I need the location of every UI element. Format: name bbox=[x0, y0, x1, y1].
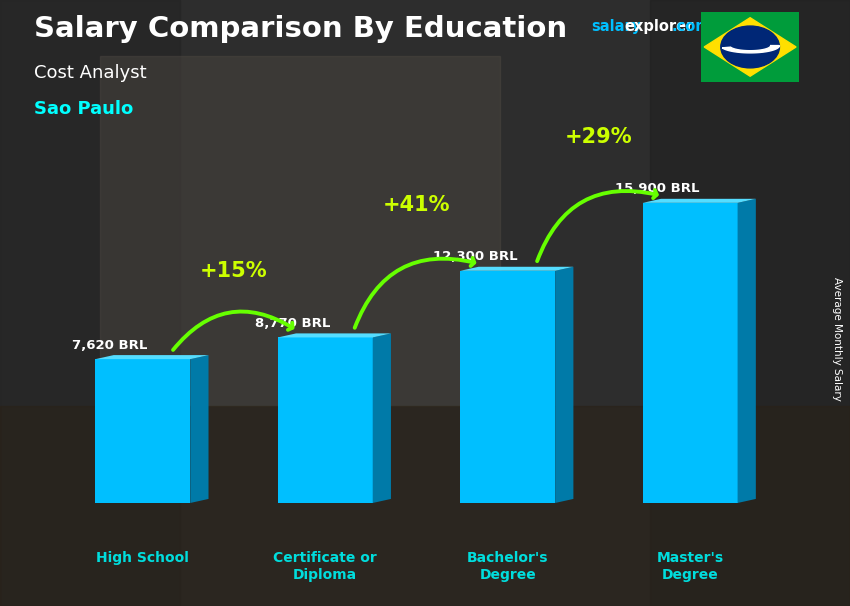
Text: +29%: +29% bbox=[565, 127, 632, 147]
Bar bbox=[461, 271, 555, 503]
Polygon shape bbox=[643, 199, 756, 203]
Polygon shape bbox=[278, 333, 391, 338]
Text: 8,770 BRL: 8,770 BRL bbox=[255, 317, 330, 330]
Text: +15%: +15% bbox=[201, 261, 268, 281]
Bar bbox=[95, 359, 190, 503]
Text: Cost Analyst: Cost Analyst bbox=[34, 64, 146, 82]
Text: High School: High School bbox=[96, 551, 190, 565]
Text: 7,620 BRL: 7,620 BRL bbox=[72, 339, 148, 351]
Bar bbox=[278, 338, 372, 503]
Text: +41%: +41% bbox=[382, 195, 450, 215]
Text: Average Monthly Salary: Average Monthly Salary bbox=[832, 278, 842, 401]
Circle shape bbox=[721, 26, 779, 68]
Polygon shape bbox=[461, 267, 574, 271]
Text: 15,900 BRL: 15,900 BRL bbox=[615, 182, 700, 195]
Polygon shape bbox=[372, 333, 391, 503]
Text: Salary Comparison By Education: Salary Comparison By Education bbox=[34, 15, 567, 43]
Polygon shape bbox=[738, 199, 756, 503]
Bar bbox=[100, 56, 500, 406]
Polygon shape bbox=[95, 355, 208, 359]
Text: 12,300 BRL: 12,300 BRL bbox=[433, 250, 517, 264]
Polygon shape bbox=[555, 267, 574, 503]
Text: .com: .com bbox=[672, 19, 711, 35]
Text: explorer: explorer bbox=[625, 19, 694, 35]
Text: Sao Paulo: Sao Paulo bbox=[34, 100, 133, 118]
Bar bbox=[643, 203, 738, 503]
Polygon shape bbox=[704, 18, 796, 76]
Bar bbox=[650, 0, 850, 606]
Text: Certificate or
Diploma: Certificate or Diploma bbox=[274, 551, 377, 582]
Text: salary: salary bbox=[591, 19, 641, 35]
Polygon shape bbox=[190, 355, 208, 503]
Bar bbox=[0, 0, 180, 606]
Text: Master's
Degree: Master's Degree bbox=[656, 551, 723, 582]
Polygon shape bbox=[722, 45, 779, 53]
Bar bbox=[0, 406, 850, 606]
Text: Bachelor's
Degree: Bachelor's Degree bbox=[467, 551, 548, 582]
